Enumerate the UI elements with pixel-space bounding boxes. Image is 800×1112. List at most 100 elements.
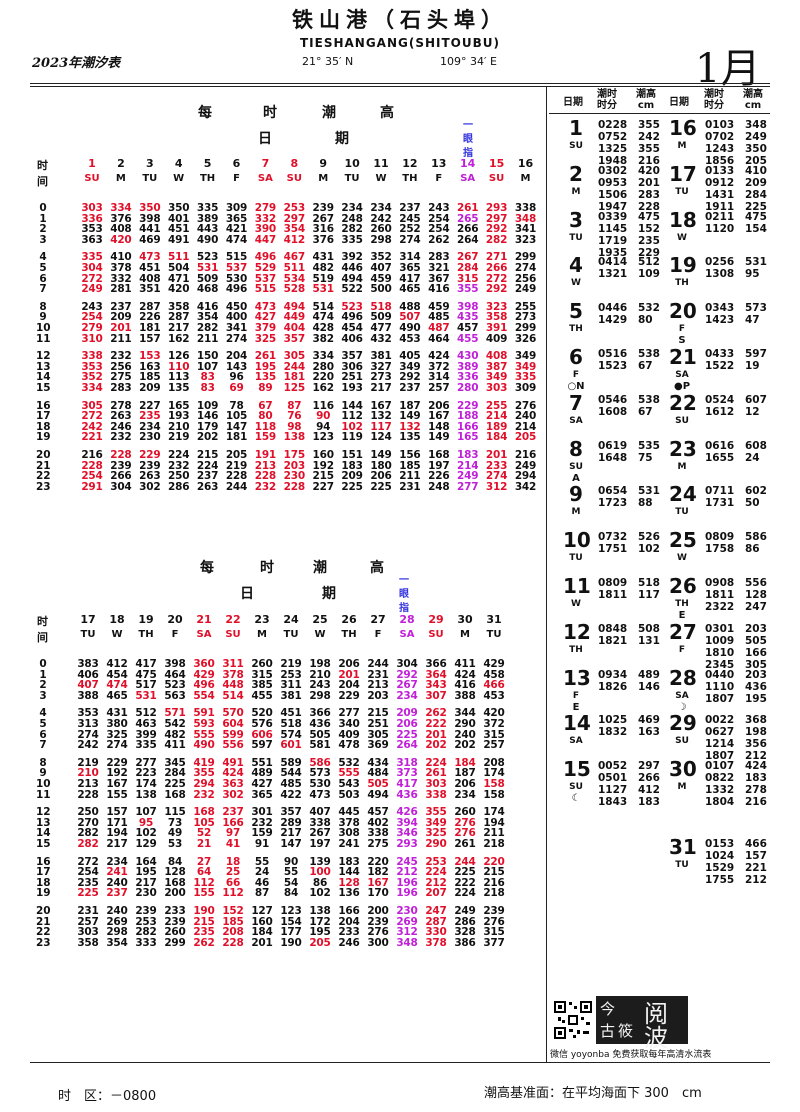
hour-number: 13 <box>36 816 51 829</box>
tide-height-cell: 434 <box>367 756 389 769</box>
tide-height-cell: 127 <box>251 905 273 917</box>
station-title-en: TIESHANGANG(SHITOUBU) <box>299 36 501 50</box>
tide-height-cell: 305 <box>367 728 389 741</box>
year-label: 2023年潮汐表 <box>32 56 121 71</box>
tide-height-cell: 338 <box>367 827 389 840</box>
month-label: 1月 <box>695 46 761 92</box>
extremes-weekday: W <box>571 599 581 609</box>
moon-phase: A <box>572 472 580 484</box>
tide-height-cell: 256 <box>514 272 537 285</box>
tide-times: 0302 0953 1506 1947 <box>598 164 628 213</box>
tide-height-cell: 398 <box>164 658 186 670</box>
tide-height-cell: 451 <box>139 262 161 274</box>
tide-height-cell: 496 <box>341 311 363 324</box>
tide-height-cell: 488 <box>399 300 421 313</box>
tide-height-cell: 400 <box>225 311 248 324</box>
hour-number: 20 <box>36 905 51 917</box>
tide-height-cell: 128 <box>338 876 360 889</box>
tide-height-cell: 353 <box>81 360 103 373</box>
tide-times: 0934 1826 <box>598 668 628 693</box>
tide-height-cell: 281 <box>110 283 132 296</box>
weekday-label: SU <box>286 173 302 184</box>
tide-height-cell: 252 <box>399 223 421 236</box>
tide-heights: 469 163 <box>638 714 660 739</box>
marker-char: 眼 <box>399 589 409 600</box>
weekday-label: SA <box>196 629 212 640</box>
tide-height-cell: 392 <box>341 251 363 264</box>
tide-height-cell: 343 <box>425 679 447 692</box>
tide-height-cell: 190 <box>193 905 215 917</box>
tide-height-cell: 239 <box>367 915 389 928</box>
tide-height-cell: 240 <box>106 876 128 889</box>
tide-height-cell: 123 <box>312 431 335 444</box>
extremes-day: 24 <box>669 482 697 507</box>
tide-height-cell: 215 <box>196 449 219 461</box>
tide-height-cell: 554 <box>193 689 215 702</box>
tide-height-cell: 274 <box>485 470 508 483</box>
tide-height-cell: 205 <box>225 449 248 461</box>
tide-height-cell: 303 <box>81 202 103 214</box>
table-date-heading-char: 日 <box>240 586 254 602</box>
marker-char: 指 <box>463 148 473 159</box>
tide-height-cell: 185 <box>139 371 161 384</box>
tide-height-cell: 254 <box>428 223 450 236</box>
extremes-header-rule <box>549 113 770 114</box>
tide-height-cell: 210 <box>168 420 190 433</box>
tide-height-cell: 431 <box>106 707 128 720</box>
moon-phase: ☽ <box>677 701 687 713</box>
tide-heights: 531 95 <box>745 256 767 281</box>
tide-height-cell: 435 <box>457 311 479 324</box>
tide-height-cell: 135 <box>399 431 421 444</box>
tide-height-cell: 224 <box>425 756 447 769</box>
tide-height-cell: 467 <box>283 251 306 264</box>
tide-height-cell: 257 <box>77 915 99 928</box>
tide-height-cell: 214 <box>457 459 479 472</box>
tide-height-cell: 110 <box>168 360 190 373</box>
tide-height-cell: 407 <box>309 806 331 819</box>
tide-height-cell: 163 <box>139 360 161 373</box>
tide-height-cell: 227 <box>139 399 161 412</box>
tide-height-cell: 280 <box>457 382 479 394</box>
weekday-label: M <box>115 173 126 184</box>
tide-height-cell: 494 <box>367 788 389 801</box>
tide-height-cell: 327 <box>370 360 392 373</box>
tide-height-cell: 453 <box>399 332 421 345</box>
tide-height-cell: 591 <box>193 707 215 720</box>
tide-height-cell: 520 <box>251 707 273 720</box>
tide-height-cell: 247 <box>425 905 447 917</box>
weekday-label: W <box>314 629 326 640</box>
day-number: 31 <box>486 613 502 626</box>
tide-height-cell: 200 <box>164 887 186 900</box>
weekday-label: SA <box>460 173 476 184</box>
tide-height-cell: 428 <box>312 322 335 334</box>
day-number: 8 <box>290 157 299 170</box>
tide-datum: 潮高基准面：在平均海面下 300 cm <box>484 1086 702 1101</box>
tide-height-cell: 519 <box>312 272 335 285</box>
tide-height-cell: 124 <box>370 431 392 444</box>
tide-height-cell: 184 <box>454 756 476 769</box>
tide-height-cell: 378 <box>338 816 360 829</box>
tide-height-cell: 424 <box>454 668 476 681</box>
tide-height-cell: 229 <box>338 689 360 702</box>
tide-height-cell: 305 <box>283 350 306 363</box>
tide-height-cell: 234 <box>341 202 363 214</box>
weekday-label: SA <box>399 629 415 640</box>
tide-height-cell: 230 <box>135 887 157 900</box>
tide-height-cell: 53 <box>167 838 183 850</box>
tide-height-cell: 265 <box>457 212 479 225</box>
weekday-label: TH <box>138 629 154 640</box>
tide-height-cell: 95 <box>138 816 154 829</box>
tide-height-cell: 500 <box>370 283 392 296</box>
tide-height-cell: 515 <box>225 251 248 264</box>
tide-height-cell: 427 <box>251 778 273 790</box>
tide-times: 0052 0501 1127 1843 <box>598 760 628 809</box>
footer-rule <box>30 1062 770 1063</box>
tide-height-cell: 412 <box>283 233 306 246</box>
tide-height-cell: 406 <box>77 668 99 681</box>
tide-height-cell: 386 <box>454 936 476 949</box>
tide-height-cell: 531 <box>312 283 335 296</box>
extremes-weekday: F <box>572 690 580 701</box>
hour-number: 0 <box>39 202 47 214</box>
table-heading-char: 潮 <box>322 105 336 121</box>
day-number: 12 <box>402 157 418 170</box>
